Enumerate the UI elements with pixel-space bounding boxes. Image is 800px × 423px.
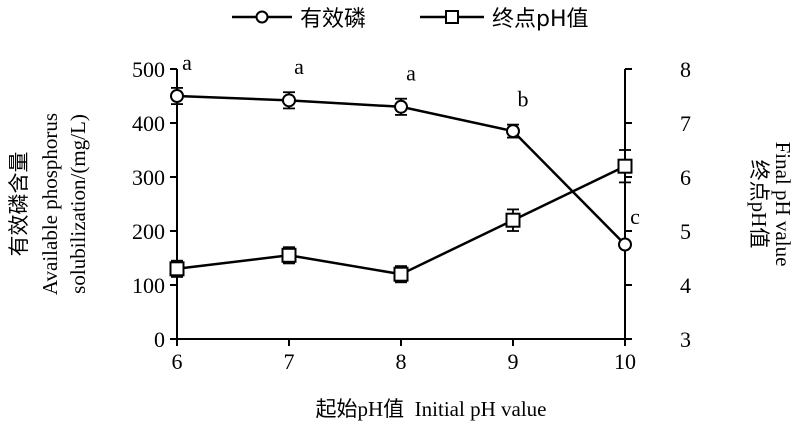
significance-label: b <box>518 87 529 112</box>
y-right-tick-label: 6 <box>680 165 691 190</box>
x-tick-label: 8 <box>396 349 407 374</box>
legend-marker-circle <box>255 10 269 24</box>
legend-entry-final-ph: 终点pH值 <box>420 7 589 32</box>
legend-entry-phosphorus: 有效磷 <box>232 7 366 32</box>
significance-label: a <box>294 54 304 79</box>
data-point-square <box>505 212 521 228</box>
series-layer: a a a b c <box>169 50 640 284</box>
y-right-tick-label: 4 <box>680 273 691 298</box>
y-left-axis-title-en-2: solubilization/(mg/L) <box>66 114 90 294</box>
data-point-circle <box>618 237 632 252</box>
y-left-tick-label: 0 <box>154 327 165 352</box>
data-point-square <box>393 266 409 282</box>
y-right-tick-label: 3 <box>680 327 691 352</box>
y-left-tick-label: 300 <box>132 165 165 190</box>
significance-label: a <box>182 50 192 75</box>
legend: 有效磷 终点pH值 <box>232 7 589 32</box>
significance-label: a <box>406 61 416 86</box>
y-right-axis-title-cn: 终点pH值 <box>747 160 771 249</box>
data-point-circle <box>170 89 184 103</box>
y-left-tick-label: 200 <box>132 219 165 244</box>
x-axis-title: 起始pH值 Initial pH value <box>316 397 547 421</box>
data-point-square <box>617 158 633 174</box>
legend-marker-square <box>445 10 459 24</box>
y-right-tick-label: 5 <box>680 219 691 244</box>
x-tick-label: 10 <box>614 349 636 374</box>
x-tick-label: 6 <box>172 349 183 374</box>
data-point-square <box>169 261 185 277</box>
y-left-ticks: 0 100 200 300 400 500 <box>132 57 177 352</box>
x-tick-label: 7 <box>284 349 295 374</box>
data-point-circle <box>506 124 520 139</box>
y-right-tick-label: 7 <box>680 111 691 136</box>
y-left-tick-label: 500 <box>132 57 165 82</box>
legend-label-final-ph: 终点pH值 <box>492 7 589 32</box>
x-ticks: 6 7 8 9 10 <box>172 339 636 374</box>
y-left-tick-label: 400 <box>132 111 165 136</box>
y-right-tick-label: 8 <box>680 57 691 82</box>
x-tick-label: 9 <box>508 349 519 374</box>
series-line <box>176 94 626 246</box>
y-left-axis-title-cn: 有效磷含量 <box>7 152 31 257</box>
y-right-axis-title-en: Final pH value <box>771 142 795 267</box>
y-right-ticks: 3 4 5 6 7 8 <box>625 57 691 352</box>
series-line <box>176 165 626 276</box>
data-point-circle <box>282 93 296 108</box>
legend-label-phosphorus: 有效磷 <box>300 7 366 32</box>
y-left-axis-title-en-1: Available phosphorus <box>38 113 62 295</box>
data-point-circle <box>394 99 408 114</box>
series-final-ph <box>169 149 633 284</box>
data-point-square <box>281 247 297 263</box>
series-phosphorus: a a a b c <box>170 50 640 252</box>
y-left-tick-label: 100 <box>132 273 165 298</box>
significance-label: c <box>630 204 640 229</box>
